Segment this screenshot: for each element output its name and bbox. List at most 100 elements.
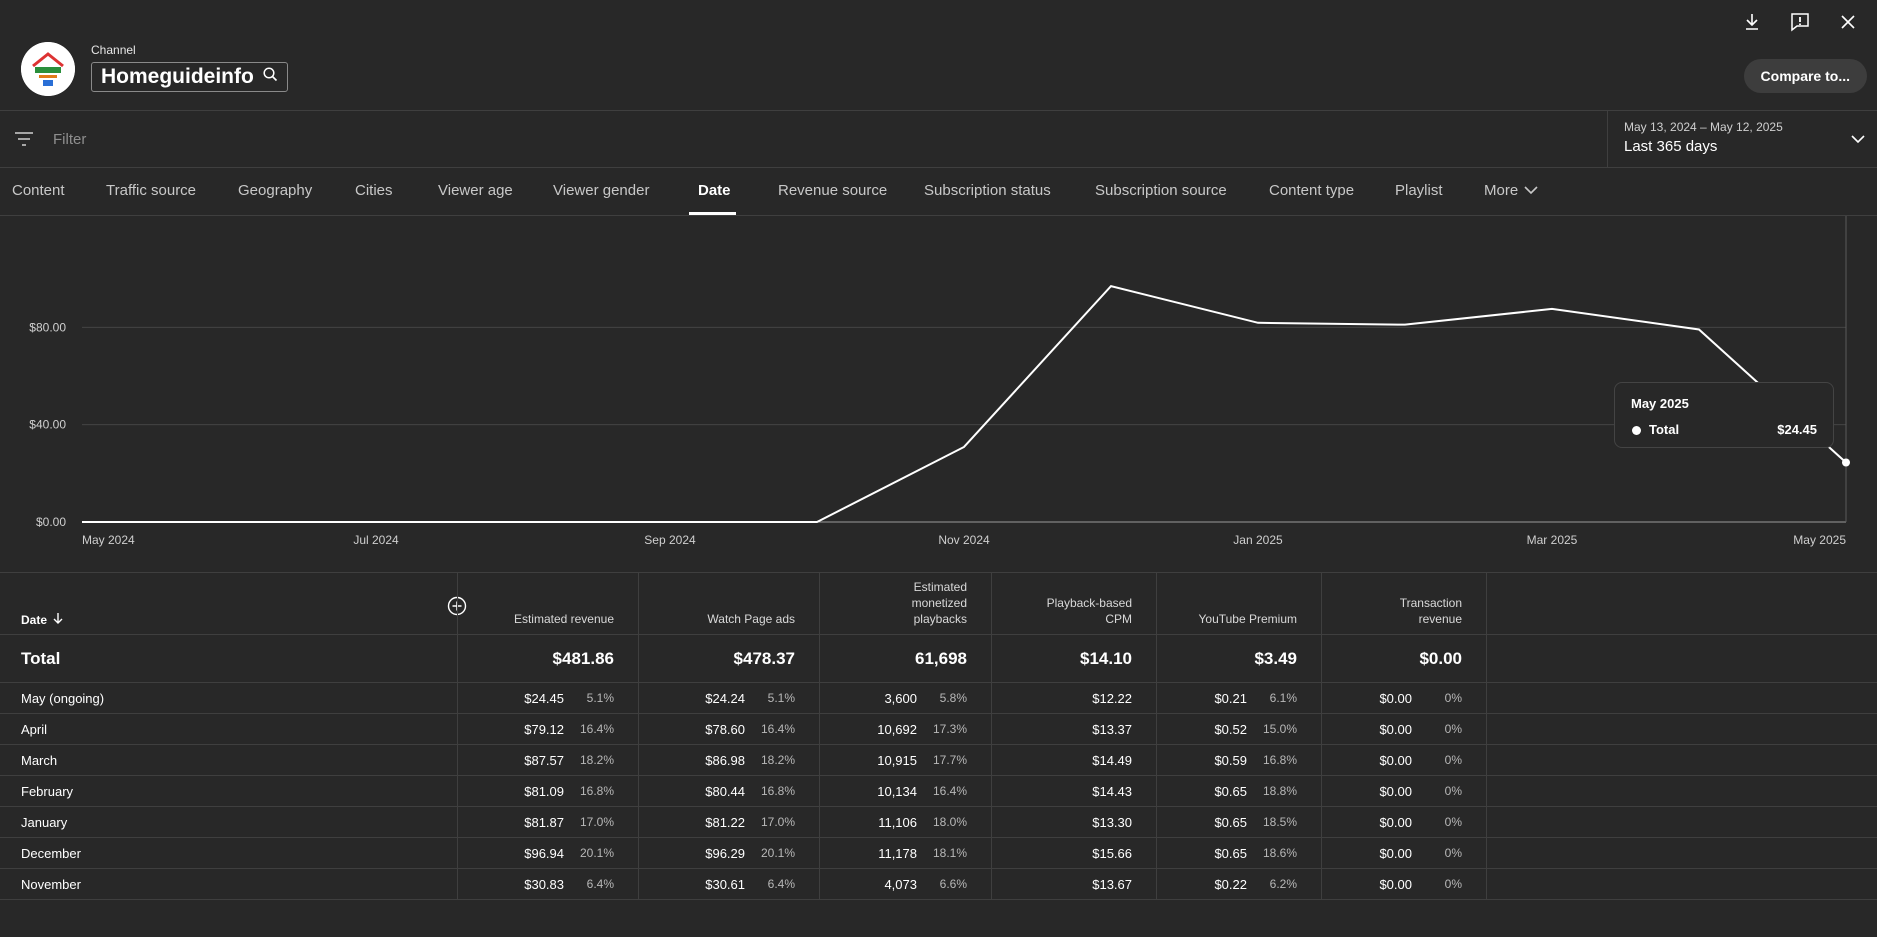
cell-value: $0.00 [1379, 876, 1412, 892]
tab-content-type[interactable]: Content type [1269, 182, 1355, 199]
column-divider [638, 838, 639, 868]
tooltip-series-dot [1632, 426, 1641, 435]
column-divider [1321, 683, 1322, 713]
column-divider [638, 745, 639, 775]
column-header[interactable]: Playback-based CPM [1046, 596, 1132, 626]
cell-percent: 17.0% [579, 815, 614, 829]
tooltip-series-label: Total [1649, 422, 1680, 437]
filter-icon[interactable] [14, 131, 34, 152]
y-tick-label: $40.00 [29, 418, 66, 432]
column-divider [1156, 714, 1157, 744]
column-divider [638, 776, 639, 806]
y-tick-label: $80.00 [29, 320, 66, 334]
close-icon[interactable] [1831, 10, 1865, 34]
cell-percent: 18.0% [932, 815, 967, 829]
total-value: $3.49 [1254, 648, 1297, 668]
cell-value: 10,692 [877, 721, 917, 737]
date-column-header[interactable]: Date [21, 612, 63, 627]
table-row[interactable]: April 16.4% $79.12 16.4% $78.60 17.3% 10,692 $1… [0, 714, 1877, 745]
cell-value: $0.52 [1214, 721, 1247, 737]
column-divider [457, 838, 458, 868]
cell-percent: 6.4% [767, 877, 795, 891]
tab-revenue-source[interactable]: Revenue source [778, 182, 888, 199]
cell-value: $0.59 [1214, 752, 1247, 768]
x-tick-label: May 2025 [1793, 533, 1846, 547]
filter-input[interactable]: Filter [53, 131, 87, 148]
cell-percent: 16.8% [579, 784, 614, 798]
cell-value: $81.87 [524, 814, 564, 830]
column-divider [638, 714, 639, 744]
cell-value: $87.57 [524, 752, 564, 768]
tab-geography[interactable]: Geography [238, 182, 313, 199]
column-divider [1486, 807, 1487, 837]
table-row[interactable]: January 17.0% $81.87 17.0% $81.22 18.0% 11,106… [0, 807, 1877, 838]
cell-percent: 16.8% [1262, 753, 1297, 767]
table-header-row: Date Estimated revenue Watch Page ads Esti… [0, 573, 1877, 635]
column-divider [991, 869, 992, 899]
tab-cities[interactable]: Cities [355, 182, 393, 199]
table-row[interactable]: May (ongoing) 5.1% $24.45 5.1% $24.24 5.8% 3,6… [0, 683, 1877, 714]
tab-date[interactable]: Date [698, 182, 731, 199]
column-divider [1321, 573, 1322, 634]
analytics-header: Channel Homeguideinfo Compare to... [0, 0, 1877, 111]
cell-value: $0.65 [1214, 783, 1247, 799]
column-divider [819, 869, 820, 899]
cell-value: $0.00 [1379, 690, 1412, 706]
cell-value: $0.65 [1214, 814, 1247, 830]
cell-percent: 16.4% [932, 784, 967, 798]
column-divider [1486, 838, 1487, 868]
cell-value: $24.45 [524, 690, 564, 706]
table-row[interactable]: February 16.8% $81.09 16.8% $80.44 16.4% 10,13… [0, 776, 1877, 807]
table-row[interactable]: March 18.2% $87.57 18.2% $86.98 17.7% 10,915 $1… [0, 745, 1877, 776]
column-header[interactable]: Estimated monetized playbacks [911, 580, 967, 626]
cell-value: $13.67 [1092, 876, 1132, 892]
channel-selector[interactable]: Homeguideinfo [91, 62, 288, 92]
row-date: December [21, 845, 81, 861]
tab-viewer-gender[interactable]: Viewer gender [553, 182, 650, 199]
cell-value: $13.30 [1092, 814, 1132, 830]
column-divider [1321, 635, 1322, 682]
tab-more[interactable]: More [1484, 182, 1538, 199]
column-divider [1156, 838, 1157, 868]
column-header[interactable]: Estimated revenue [513, 612, 614, 626]
column-header[interactable]: Transaction revenue [1399, 596, 1462, 626]
tab-subscription-status[interactable]: Subscription status [924, 182, 1051, 199]
cell-value: $30.61 [705, 876, 745, 892]
column-header[interactable]: YouTube Premium [1198, 612, 1298, 626]
column-divider [1321, 776, 1322, 806]
column-divider [457, 714, 458, 744]
cell-percent: 0% [1444, 753, 1462, 767]
tab-playlist[interactable]: Playlist [1395, 182, 1443, 199]
revenue-chart[interactable]: $0.00 $40.00 $80.00 May 2024 Jul 2024 Sep 202… [0, 216, 1877, 572]
column-divider [991, 776, 992, 806]
download-icon[interactable] [1735, 10, 1769, 34]
column-divider [819, 683, 820, 713]
table-row[interactable]: November 6.4% $30.83 6.4% $30.61 6.6% 4,073 $13… [0, 869, 1877, 900]
column-divider [991, 573, 992, 634]
cell-percent: 16.4% [579, 722, 614, 736]
cell-percent: 20.1% [579, 846, 614, 860]
date-range-selector[interactable]: May 13, 2024 – May 12, 2025 Last 365 day… [1607, 111, 1877, 168]
date-range-dates: May 13, 2024 – May 12, 2025 [1624, 120, 1783, 134]
table-row[interactable]: December 20.1% $96.94 20.1% $96.29 18.1% 11,17… [0, 838, 1877, 869]
column-divider [1321, 869, 1322, 899]
date-header-label: Date [21, 612, 48, 627]
row-date: November [21, 876, 81, 892]
column-divider [819, 573, 820, 634]
tab-viewer-age[interactable]: Viewer age [438, 182, 513, 199]
channel-avatar [21, 42, 75, 96]
column-header[interactable]: Watch Page ads [707, 612, 795, 626]
column-divider [1156, 807, 1157, 837]
column-divider [1486, 776, 1487, 806]
column-divider [638, 573, 639, 634]
cell-percent: 18.1% [932, 846, 967, 860]
search-icon[interactable] [263, 67, 278, 87]
compare-button[interactable]: Compare to... [1743, 59, 1867, 93]
feedback-icon[interactable] [1783, 10, 1817, 34]
cell-value: 11,178 [878, 845, 917, 861]
cell-value: $96.94 [524, 845, 564, 861]
cell-percent: 17.7% [932, 753, 967, 767]
tab-content[interactable]: Content [12, 182, 65, 199]
tab-subscription-source[interactable]: Subscription source [1095, 182, 1227, 199]
tab-traffic-source[interactable]: Traffic source [106, 182, 197, 199]
